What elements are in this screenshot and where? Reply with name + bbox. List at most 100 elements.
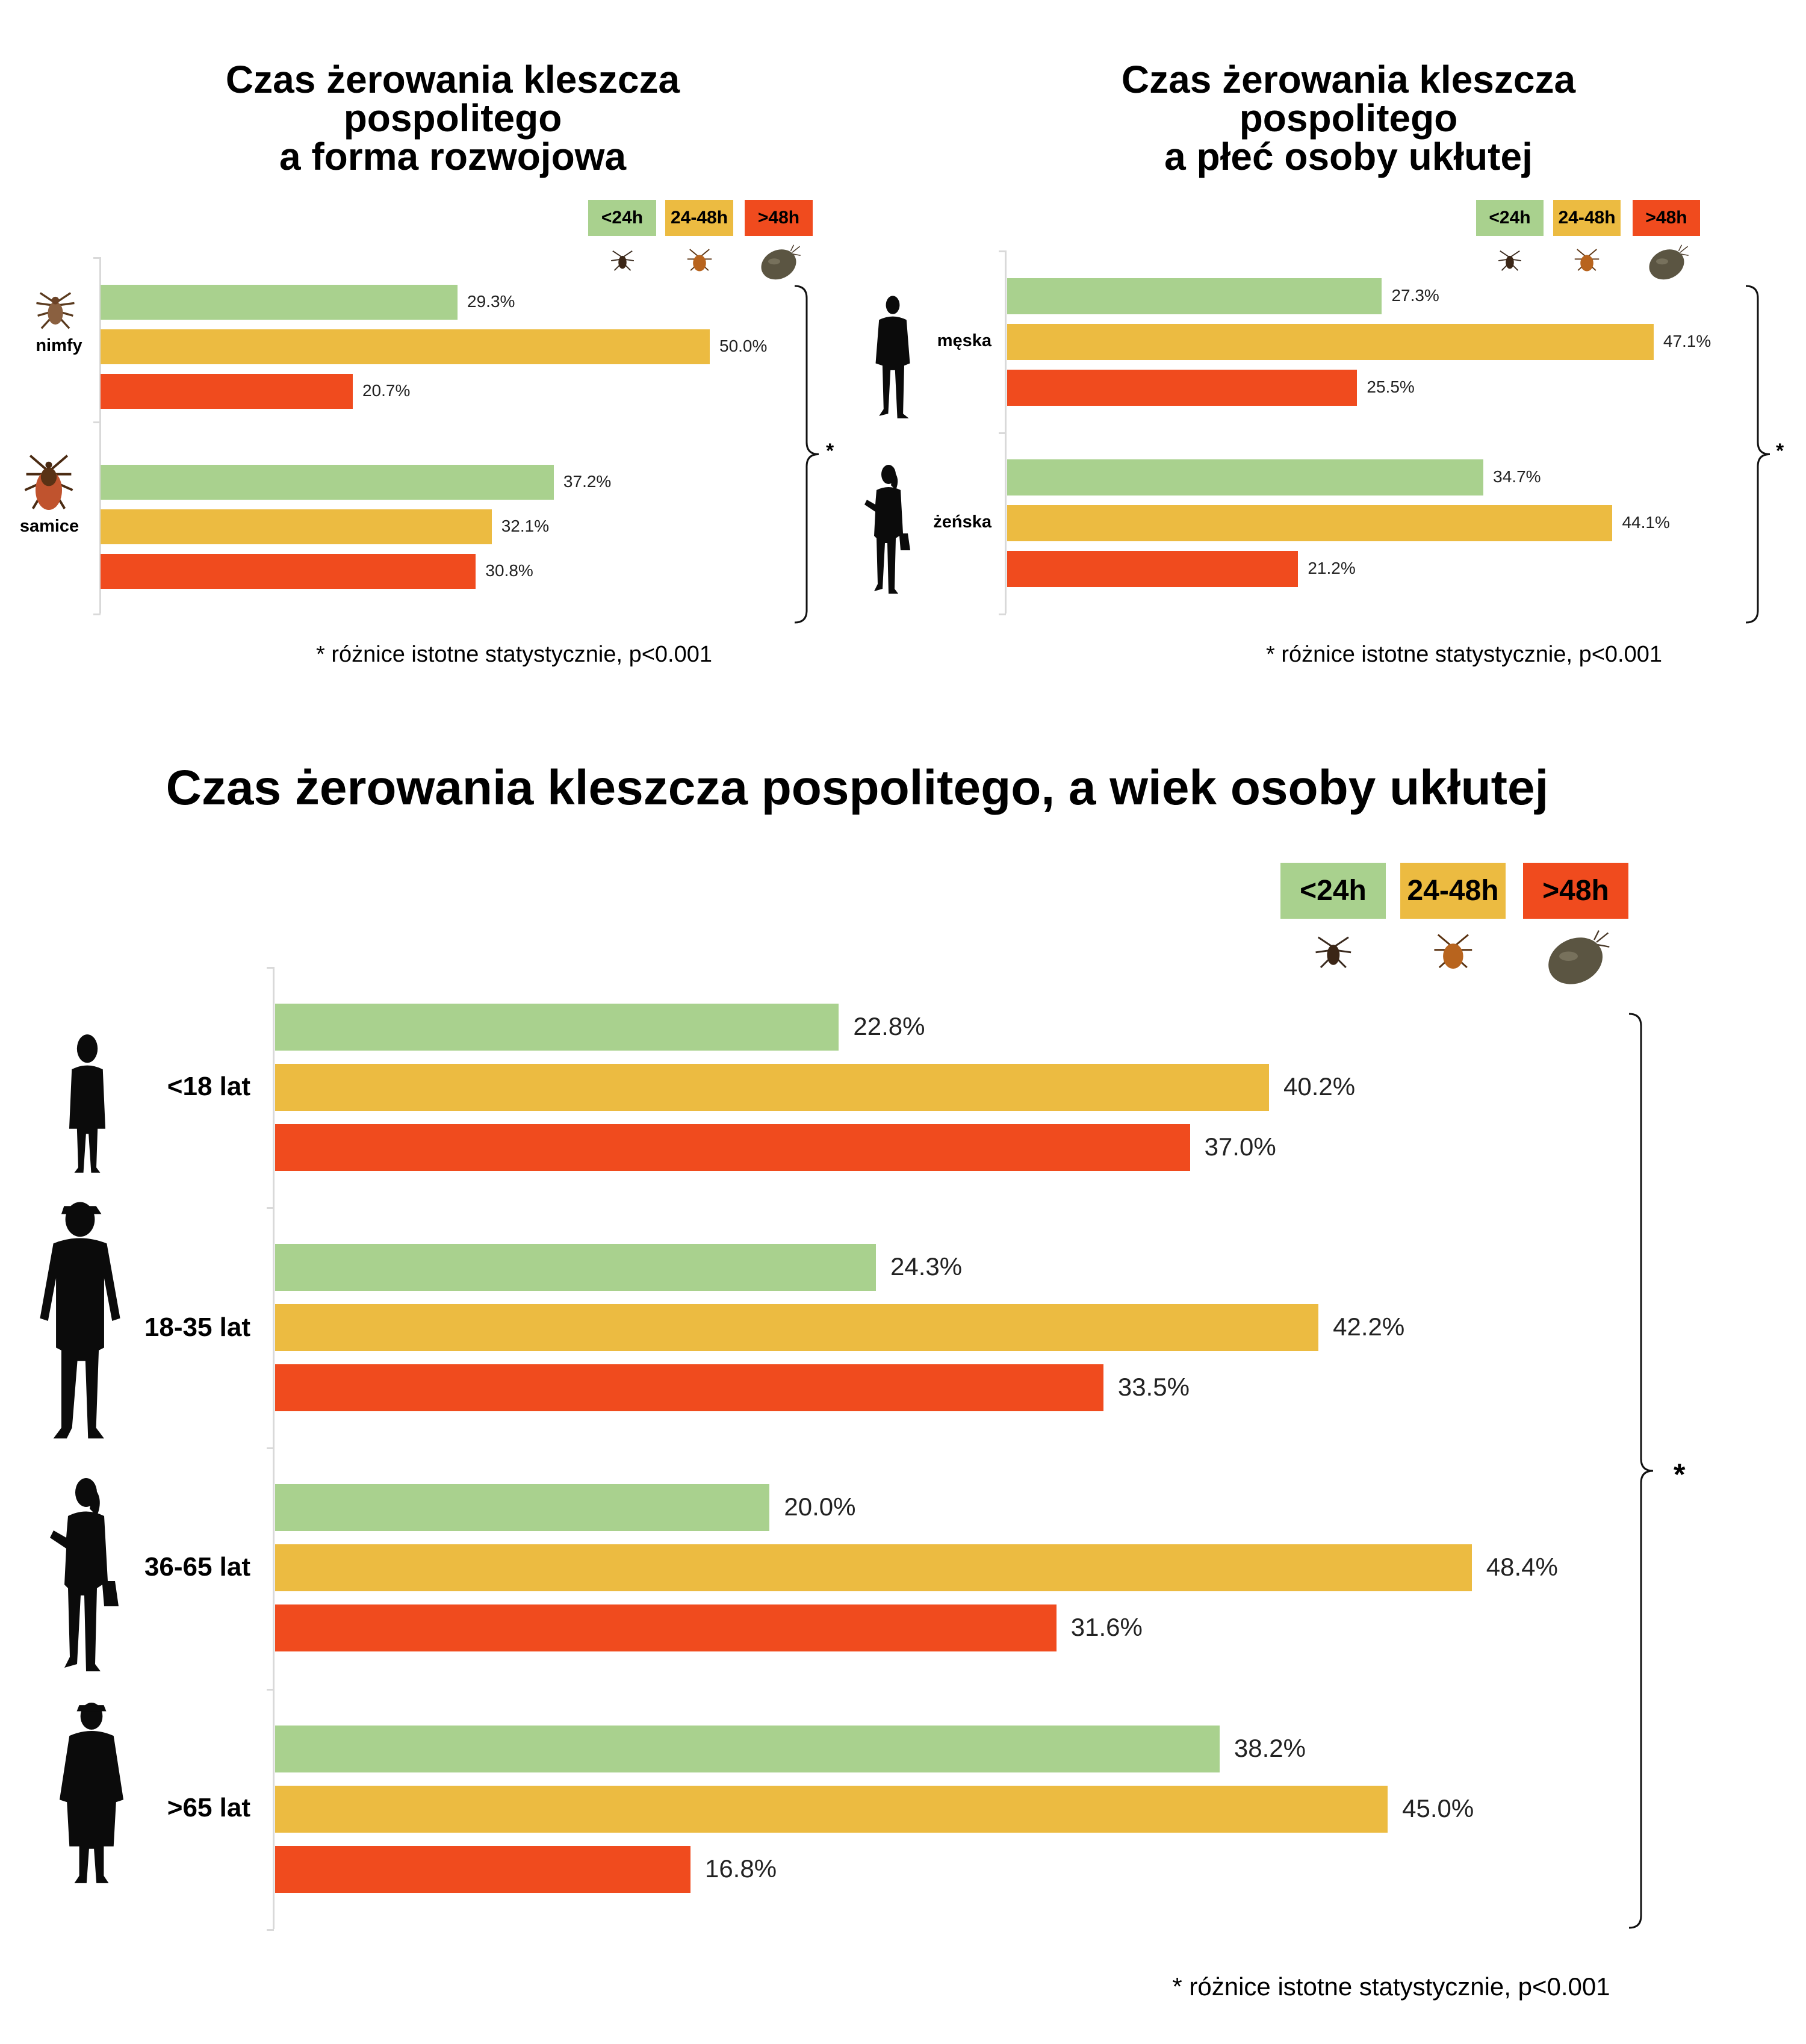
chart1-value-label: 20.7% <box>362 381 411 400</box>
senior-silhouette-icon <box>53 1701 130 1886</box>
chart3-bar <box>275 1304 1319 1351</box>
chart2-bar <box>1007 551 1299 587</box>
chart3-bar <box>275 1544 1472 1591</box>
chart1-bar <box>101 374 353 409</box>
chart3-axis-tick <box>267 1447 274 1449</box>
chart3-axis-tick <box>267 1207 274 1209</box>
chart2-bar <box>1007 370 1358 406</box>
chart2-category-label: męska <box>937 331 991 350</box>
chart2-category-label: żeńska <box>933 512 991 532</box>
chart1-legend-item: <24h <box>588 200 656 236</box>
chart1-title: Czas żerowania kleszcza pospolitego a fo… <box>181 60 725 176</box>
chart1-value-label: 32.1% <box>501 517 550 536</box>
chart2-value-label: 44.1% <box>1622 513 1670 532</box>
chart1-category-label: samice <box>19 517 79 536</box>
chart3-category-label: 36-65 lat <box>144 1552 250 1582</box>
chart3-bar <box>275 1244 876 1291</box>
chart2-title-line1: Czas żerowania kleszcza pospolitego <box>1121 58 1576 140</box>
chart2-bar <box>1007 278 1382 314</box>
chart2-value-label: 34.7% <box>1493 467 1541 486</box>
chart1-bar <box>101 285 458 320</box>
chart3-value-label: 16.8% <box>704 1854 777 1883</box>
chart3-axis-tick <box>267 1929 274 1931</box>
chart3-axis-tick <box>267 967 274 969</box>
chart3-category-label: >65 lat <box>167 1793 250 1822</box>
chart2-value-label: 21.2% <box>1308 559 1356 578</box>
chart1-legend-item: >48h <box>745 200 813 236</box>
middle-aged-woman-silhouette-icon <box>42 1476 126 1675</box>
chart1-engorged-tick-icon <box>756 240 801 285</box>
chart2-bar <box>1007 324 1654 360</box>
child-silhouette-icon <box>63 1033 112 1175</box>
chart2-significance-brace <box>1745 285 1782 624</box>
chart1-axis-line <box>99 257 101 614</box>
female-silhouette-icon <box>860 461 915 598</box>
chart3-bar <box>275 1064 1269 1111</box>
chart1-axis-tick <box>93 421 101 423</box>
chart1-bar <box>101 554 476 589</box>
chart3-bar <box>275 1846 690 1893</box>
chart2-axis-tick <box>999 250 1006 252</box>
chart3-bar <box>275 1786 1388 1833</box>
chart1-bar <box>101 329 710 364</box>
chart2-legend-item: >48h <box>1633 200 1700 236</box>
chart3-medium-tick-icon <box>1428 927 1479 978</box>
chart3-footnote: * różnice istotne statystycznie, p<0.001 <box>1172 1972 1610 2001</box>
chart1-axis-tick <box>93 614 101 615</box>
chart3-value-label: 33.5% <box>1117 1372 1190 1401</box>
chart3-legend-item: >48h <box>1523 863 1628 919</box>
chart1-significance-star: * <box>826 440 834 462</box>
chart3-value-label: 20.0% <box>784 1492 856 1521</box>
chart2-footnote: * różnice istotne statystycznie, p<0.001 <box>1266 642 1662 667</box>
chart3-value-label: 40.2% <box>1283 1072 1356 1101</box>
chart1-footnote: * różnice istotne statystycznie, p<0.001 <box>316 642 712 667</box>
chart3-axis-tick <box>267 1689 274 1691</box>
chart2-engorged-tick-icon <box>1644 240 1689 285</box>
chart3-category-label: 18-35 lat <box>144 1312 250 1342</box>
chart3-value-label: 38.2% <box>1233 1733 1306 1762</box>
chart1-bar <box>101 465 554 500</box>
male-silhouette-icon <box>870 288 916 427</box>
chart2-axis-line <box>1005 250 1007 614</box>
chart3-value-label: 45.0% <box>1402 1794 1474 1822</box>
chart3-small-tick-icon <box>1308 927 1359 978</box>
chart2-value-label: 27.3% <box>1391 286 1439 305</box>
chart3-bar <box>275 1726 1220 1772</box>
chart3-bar <box>275 1364 1103 1411</box>
chart2-bar <box>1007 459 1484 495</box>
chart3-engorged-tick-icon <box>1541 922 1610 992</box>
chart2-value-label: 47.1% <box>1663 332 1711 351</box>
chart3-category-label: <18 lat <box>167 1072 250 1101</box>
chart2-medium-tick-icon <box>1571 244 1603 277</box>
chart1-value-label: 30.8% <box>485 561 533 580</box>
chart1-legend-item: 24-48h <box>665 200 733 236</box>
chart3-title: Czas żerowania kleszcza pospolitego, a w… <box>166 760 1549 815</box>
chart3-value-label: 37.0% <box>1204 1132 1276 1161</box>
chart3-value-label: 42.2% <box>1333 1312 1405 1341</box>
chart1-title-line2: a forma rozwojowa <box>279 135 627 178</box>
young-adult-silhouette-icon <box>37 1199 123 1443</box>
chart3-significance-brace <box>1628 1013 1665 1929</box>
chart2-legend-item: 24-48h <box>1553 200 1621 236</box>
chart1-title-line1: Czas żerowania kleszcza pospolitego <box>225 58 680 140</box>
chart1-significance-brace <box>794 285 831 624</box>
chart3-value-label: 48.4% <box>1486 1552 1558 1581</box>
chart3-value-label: 31.6% <box>1070 1612 1143 1641</box>
chart3-legend-item: <24h <box>1280 863 1386 919</box>
chart1-category-label: nimfy <box>36 336 82 355</box>
chart2-bar <box>1007 505 1613 541</box>
chart2-legend-item: <24h <box>1476 200 1544 236</box>
chart3-legend-item: 24-48h <box>1400 863 1506 919</box>
chart1-value-label: 37.2% <box>563 472 612 491</box>
chart1-value-label: 50.0% <box>719 337 768 356</box>
chart2-title-line2: a płeć osoby ukłutej <box>1164 135 1533 178</box>
chart3-significance-star: * <box>1674 1458 1686 1491</box>
chart3-bar <box>275 1604 1057 1651</box>
female-tick-icon <box>16 450 82 517</box>
chart3-bar <box>275 1124 1190 1171</box>
chart1-value-label: 29.3% <box>467 292 515 311</box>
chart3-bar <box>275 1484 770 1531</box>
chart2-significance-star: * <box>1776 440 1784 462</box>
chart2-value-label: 25.5% <box>1367 377 1415 397</box>
chart1-medium-tick-icon <box>683 244 716 277</box>
